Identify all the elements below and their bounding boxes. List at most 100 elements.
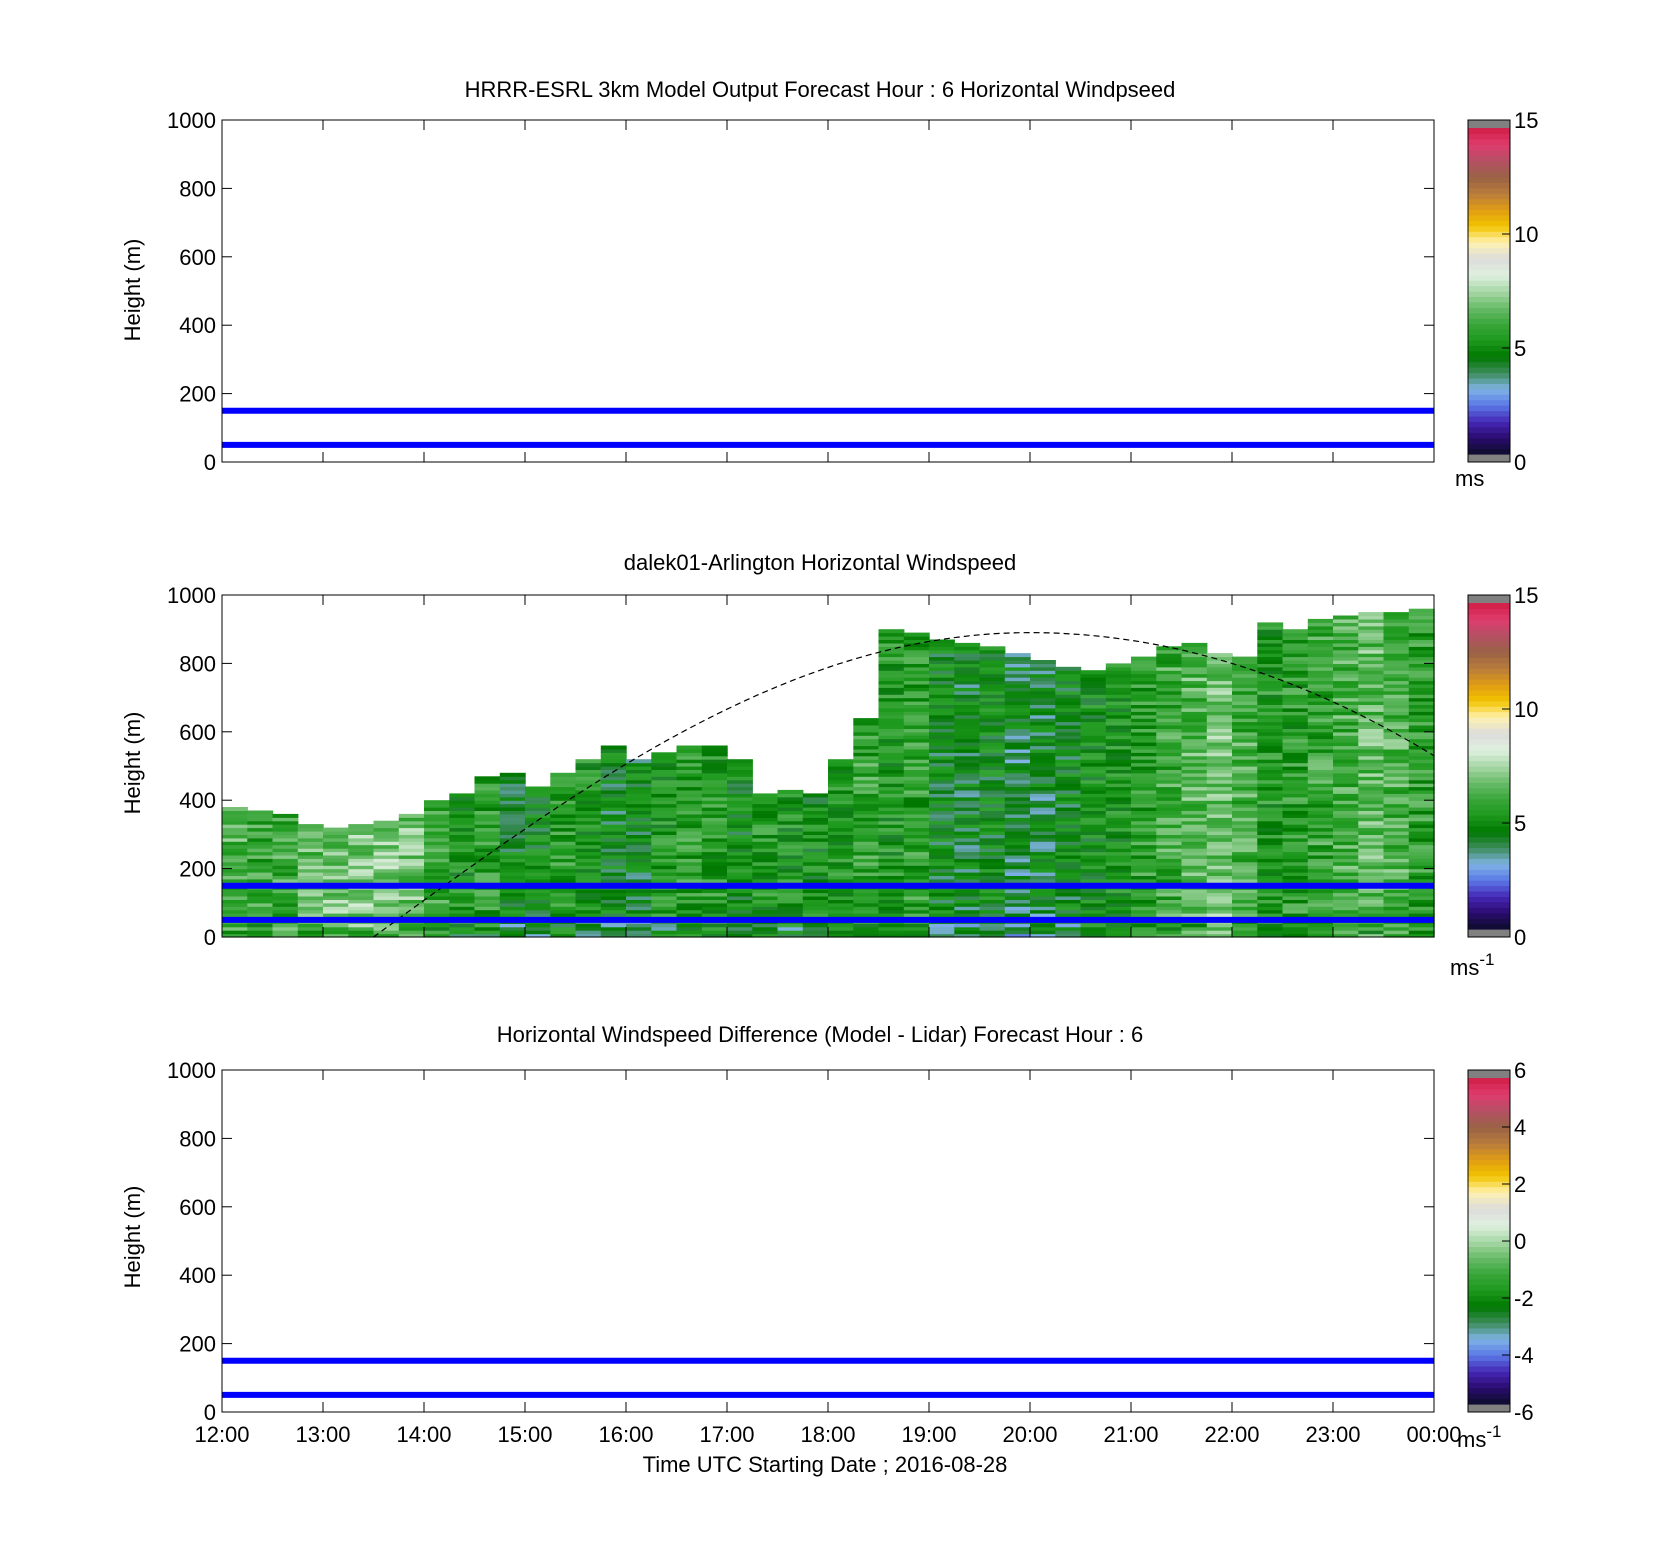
heat-cell (1156, 926, 1183, 931)
heat-cell (1030, 796, 1056, 801)
heat-cell (550, 848, 577, 853)
heat-cell (752, 848, 779, 853)
heat-cell (1030, 728, 1056, 733)
heat-cell (1333, 810, 1359, 815)
heat-cell (1055, 670, 1082, 675)
heat-cell (701, 834, 728, 839)
heat-cell (651, 902, 678, 907)
heat-cell (1080, 711, 1107, 716)
heat-cell (701, 803, 728, 808)
heat-cell (954, 766, 981, 770)
heat-cell (297, 899, 324, 904)
heat-cell (600, 933, 627, 938)
colorbar-segment (1468, 133, 1510, 140)
heat-cell (929, 861, 955, 866)
colorbar-segment (1468, 782, 1510, 789)
heat-cell (323, 913, 349, 918)
heat-cell (1131, 735, 1157, 740)
heat-cell (929, 902, 955, 907)
heat-cell (979, 649, 1006, 654)
heat-cell (701, 878, 728, 883)
heat-cell (903, 902, 930, 907)
heat-cell (323, 834, 349, 839)
heat-cell (1307, 875, 1334, 880)
heat-cell (550, 800, 577, 805)
heat-cell (802, 800, 829, 805)
heat-cell (1156, 714, 1183, 719)
heat-cell (979, 848, 1006, 853)
heat-cell (954, 868, 981, 873)
heat-cell (903, 878, 930, 883)
heat-cell (979, 725, 1006, 729)
heat-cell (1206, 735, 1233, 740)
heat-cell (1282, 646, 1309, 651)
heat-cell (954, 745, 981, 750)
colorbar-segment (1468, 1132, 1510, 1139)
heat-cell (1080, 735, 1107, 740)
heat-cell (1257, 636, 1284, 640)
heat-cell (701, 783, 728, 788)
heat-cell (954, 721, 981, 726)
heat-cell (979, 728, 1006, 733)
heat-cell (1055, 772, 1082, 777)
colorbar-segment (1468, 646, 1510, 653)
heat-cell (727, 793, 753, 798)
heat-cell (1181, 759, 1208, 764)
heat-cell (1333, 711, 1359, 716)
heat-cell (979, 762, 1006, 767)
heat-cell (1257, 878, 1284, 883)
heat-cell (1055, 725, 1082, 729)
heat-cell (1307, 707, 1334, 712)
heat-cell (1383, 745, 1410, 750)
heat-cell (1282, 762, 1309, 767)
heat-cell (954, 772, 981, 777)
heat-cell (1333, 834, 1359, 839)
heat-cell (878, 899, 905, 904)
heat-cell (1307, 865, 1334, 870)
heat-cell (1333, 783, 1359, 788)
heat-cell (600, 772, 627, 777)
heat-cell (600, 858, 627, 863)
heat-cell (701, 913, 728, 918)
heat-cell (802, 889, 829, 894)
heat-cell (954, 889, 981, 894)
heat-cell (449, 930, 476, 935)
heat-cell (1105, 909, 1132, 914)
heat-cell (1080, 748, 1107, 753)
heat-cell (1307, 680, 1334, 685)
heat-cell (1383, 899, 1410, 904)
heat-cell (1131, 837, 1157, 842)
heat-cell (1232, 889, 1258, 894)
x-tick-label: 16:00 (598, 1422, 653, 1447)
heat-cell (424, 813, 450, 818)
heat-cell (1030, 865, 1056, 870)
heat-cell (499, 800, 526, 805)
heat-cell (1358, 704, 1385, 709)
heat-cell (651, 913, 678, 918)
colorbar-segment (1468, 1382, 1510, 1389)
heat-cell (474, 868, 501, 873)
heat-cell (954, 711, 981, 716)
heat-cell (903, 810, 930, 815)
heat-cell (474, 913, 501, 918)
heat-cell (1156, 721, 1183, 726)
heat-cell (626, 923, 652, 928)
heat-cell (222, 923, 248, 928)
heat-cell (1383, 752, 1410, 757)
heat-cell (550, 872, 577, 876)
heat-cell (1333, 697, 1359, 702)
heat-cell (1333, 861, 1359, 866)
heat-cell (929, 796, 955, 801)
heat-cell (1232, 926, 1258, 931)
heat-cell (929, 718, 955, 723)
heat-cell (1004, 913, 1031, 918)
heat-cell (903, 762, 930, 767)
heat-cell (1257, 800, 1284, 805)
heat-cell (1383, 714, 1410, 719)
heat-cell (1131, 865, 1157, 870)
heat-cell (954, 837, 981, 842)
colorbar-segment (1468, 1099, 1510, 1106)
heat-cell (550, 906, 577, 911)
heat-cell (853, 748, 880, 753)
heat-cell (979, 769, 1006, 774)
